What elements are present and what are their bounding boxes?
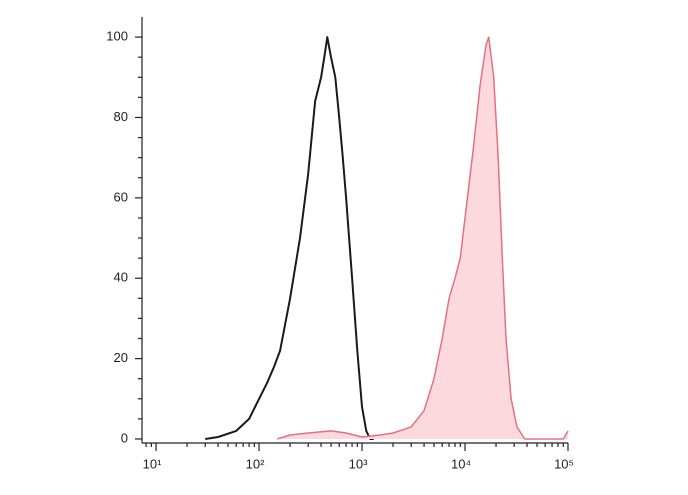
y-tick-label: 40 bbox=[114, 270, 128, 285]
histogram-line bbox=[276, 36, 569, 440]
x-tick-label: 10² bbox=[246, 456, 265, 471]
y-tick-label: 20 bbox=[114, 350, 128, 365]
x-tick-label: 10⁴ bbox=[451, 456, 471, 471]
x-tick-label: 10³ bbox=[349, 456, 368, 471]
y-tick-label: 80 bbox=[114, 109, 128, 124]
y-tick-label: 100 bbox=[106, 29, 128, 44]
x-tick-label: 10⁵ bbox=[554, 456, 574, 471]
y-tick-label: 0 bbox=[121, 430, 128, 445]
histogram-area bbox=[277, 37, 568, 439]
histogram-line bbox=[205, 36, 374, 440]
x-tick-label: 10¹ bbox=[143, 456, 162, 471]
y-tick-label: 60 bbox=[114, 189, 128, 204]
